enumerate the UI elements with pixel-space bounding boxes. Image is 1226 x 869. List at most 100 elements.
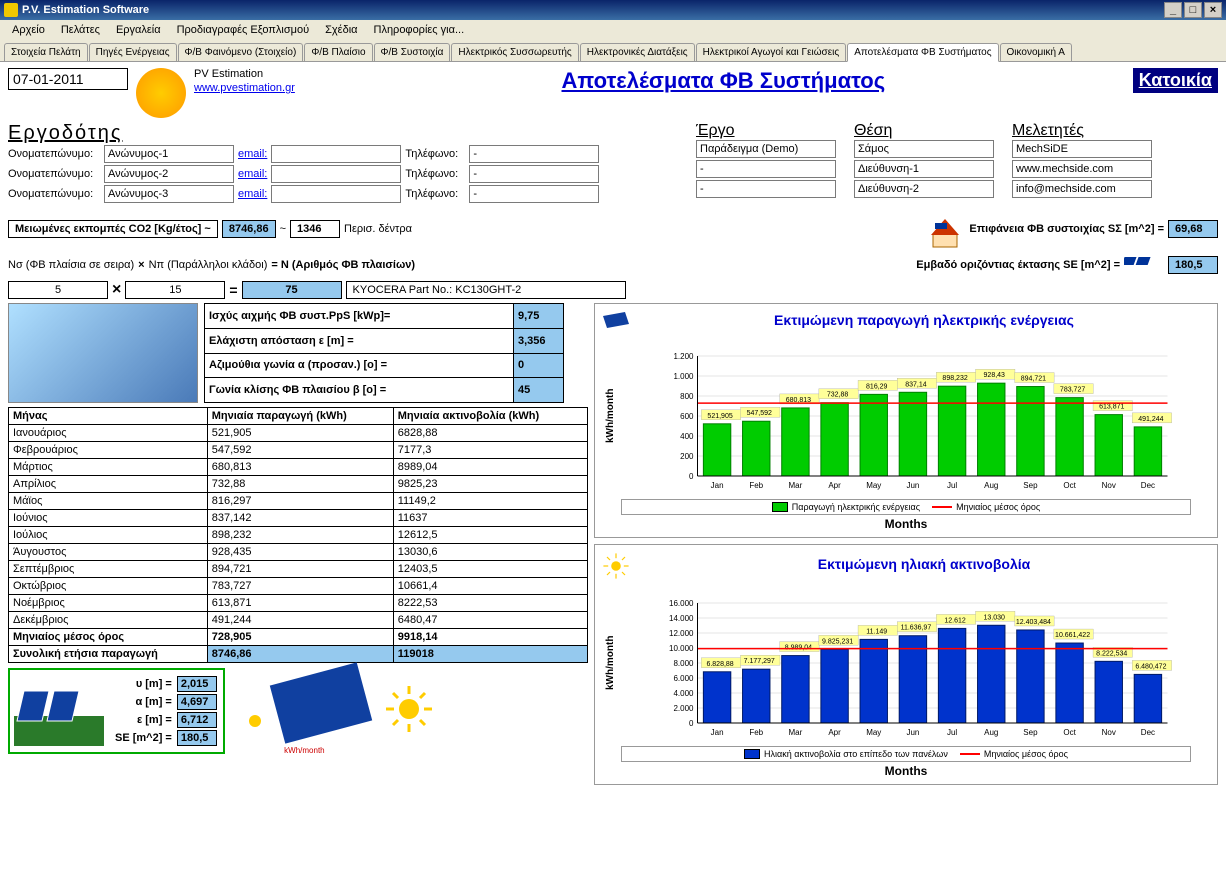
table-row: Μάρτιος680,8138989,04 xyxy=(9,459,588,476)
chart2-plot: 02.0004.0006.0008.00010.00012.00014.0001… xyxy=(620,581,1211,741)
svg-text:Nov: Nov xyxy=(1102,728,1116,737)
table-row: Ιούνιος837,14211637 xyxy=(9,510,588,527)
svg-text:Jun: Jun xyxy=(906,481,919,490)
table-row: Μάϊος816,29711149,2 xyxy=(9,493,588,510)
svg-text:Apr: Apr xyxy=(828,481,841,490)
svg-text:8.000: 8.000 xyxy=(673,659,694,668)
location-field-0[interactable] xyxy=(854,140,994,158)
titlebar: P.V. Estimation Software _ □ × xyxy=(0,0,1226,20)
chart1-ylabel: kWh/month xyxy=(601,334,620,497)
horizarea-label: Εμβαδό οριζόντιας έκτασης SE [m^2] = xyxy=(916,259,1120,271)
pv-array-icon xyxy=(14,676,104,746)
panel-chart-icon xyxy=(601,310,631,334)
svg-text:Dec: Dec xyxy=(1141,481,1155,490)
tab-8[interactable]: Αποτελέσματα ΦΒ Συστήματος xyxy=(847,43,998,62)
svg-text:1.000: 1.000 xyxy=(673,372,694,381)
menu-Αρχείο[interactable]: Αρχείο xyxy=(4,22,53,38)
email-label[interactable]: email: xyxy=(238,188,267,200)
employer-email-2[interactable] xyxy=(271,185,401,203)
minimize-button[interactable]: _ xyxy=(1164,2,1182,18)
content-panel: 07-01-2011 PV Estimation www.pvestimatio… xyxy=(0,62,1226,869)
chart1-legend: Παραγωγή ηλεκτρικής ενέργειας Μηνιαίος μ… xyxy=(621,499,1191,515)
tab-0[interactable]: Στοιχεία Πελάτη xyxy=(4,43,88,61)
co2-label: Μειωμένες εκπομπές CO2 [Kg/έτος] ~ xyxy=(8,220,218,238)
location-field-1[interactable] xyxy=(854,160,994,178)
tab-2[interactable]: Φ/Β Φαινόμενο (Στοιχείo) xyxy=(178,43,304,61)
svg-text:Sep: Sep xyxy=(1023,481,1038,490)
close-button[interactable]: × xyxy=(1204,2,1222,18)
chart2-legend: Ηλιακή ακτινοβολία στο επίπεδο των πανέλ… xyxy=(621,746,1191,762)
tab-7[interactable]: Ηλεκτρικοί Αγωγοί και Γειώσεις xyxy=(696,43,847,61)
employer-phone-2[interactable] xyxy=(469,185,599,203)
app-icon xyxy=(4,3,18,17)
brand-name: PV Estimation xyxy=(194,68,314,80)
svg-text:200: 200 xyxy=(680,452,694,461)
date-field[interactable]: 07-01-2011 xyxy=(8,68,128,90)
employer-phone-0[interactable] xyxy=(469,145,599,163)
svg-text:14.000: 14.000 xyxy=(669,614,694,623)
svg-text:613,871: 613,871 xyxy=(1099,404,1124,411)
menu-Πελάτες[interactable]: Πελάτες xyxy=(53,22,108,38)
engineer-field-0[interactable] xyxy=(1012,140,1152,158)
phone-label: Τηλέφωνο: xyxy=(405,148,465,160)
np-input[interactable]: 15 xyxy=(125,281,225,299)
sun-icon xyxy=(384,684,434,734)
menu-Πληροφορίες για...[interactable]: Πληροφορίες για... xyxy=(366,22,473,38)
chart1-xlabel: Months xyxy=(601,517,1211,531)
svg-text:7.177,297: 7.177,297 xyxy=(744,658,775,665)
svg-text:Mar: Mar xyxy=(789,481,803,490)
svg-text:Feb: Feb xyxy=(749,728,763,737)
tab-3[interactable]: Φ/Β Πλαίσιο xyxy=(304,43,372,61)
engineers-heading: Μελετητές xyxy=(1012,122,1218,140)
employer-name-0[interactable] xyxy=(104,145,234,163)
brand-url[interactable]: www.pvestimation.gr xyxy=(194,82,314,94)
tab-1[interactable]: Πηγές Ενέργειας xyxy=(89,43,177,61)
name-label: Ονοματεπώνυμο: xyxy=(8,148,100,160)
surface-value: 69,68 xyxy=(1168,220,1218,238)
svg-text:0: 0 xyxy=(689,719,694,728)
svg-text:547,592: 547,592 xyxy=(747,410,772,417)
ns-input[interactable]: 5 xyxy=(8,281,108,299)
name-label: Ονοματεπώνυμο: xyxy=(8,188,100,200)
window-title: P.V. Estimation Software xyxy=(22,4,149,16)
phone-label: Τηλέφωνο: xyxy=(405,188,465,200)
menu-Σχέδια[interactable]: Σχέδια xyxy=(317,22,365,38)
maximize-button[interactable]: □ xyxy=(1184,2,1202,18)
employer-email-1[interactable] xyxy=(271,165,401,183)
tab-5[interactable]: Ηλεκτρικός Συσσωρευτής xyxy=(451,43,578,61)
svg-text:May: May xyxy=(866,481,881,490)
svg-text:2.000: 2.000 xyxy=(673,704,694,713)
svg-text:491,244: 491,244 xyxy=(1138,416,1163,423)
employer-name-2[interactable] xyxy=(104,185,234,203)
location-heading: Θέση xyxy=(854,122,1004,140)
tab-4[interactable]: Φ/Β Συστοιχία xyxy=(374,43,451,61)
svg-text:13.030: 13.030 xyxy=(984,614,1006,621)
svg-text:894,721: 894,721 xyxy=(1021,376,1046,383)
employer-phone-1[interactable] xyxy=(469,165,599,183)
employer-name-1[interactable] xyxy=(104,165,234,183)
project-field-2[interactable] xyxy=(696,180,836,198)
email-label[interactable]: email: xyxy=(238,148,267,160)
project-field-1[interactable] xyxy=(696,160,836,178)
table-row: Άυγουστος928,43513030,6 xyxy=(9,544,588,561)
svg-text:Sep: Sep xyxy=(1023,728,1038,737)
tab-9[interactable]: Οικονομική Α xyxy=(1000,43,1072,61)
menu-Εργαλεία[interactable]: Εργαλεία xyxy=(108,22,169,38)
project-field-0[interactable] xyxy=(696,140,836,158)
table-row: Σεπτέμβριος894,72112403,5 xyxy=(9,561,588,578)
employer-email-0[interactable] xyxy=(271,145,401,163)
panels-icon xyxy=(1124,253,1164,277)
menu-Προδιαγραφές Εξοπλισμού[interactable]: Προδιαγραφές Εξοπλισμού xyxy=(169,22,317,38)
category-type: Κατοικία xyxy=(1133,68,1218,93)
engineer-field-1[interactable] xyxy=(1012,160,1152,178)
email-label[interactable]: email: xyxy=(238,168,267,180)
tab-6[interactable]: Ηλεκτρονικές Διατάξεις xyxy=(580,43,695,61)
engineer-field-2[interactable] xyxy=(1012,180,1152,198)
svg-text:12.000: 12.000 xyxy=(669,629,694,638)
svg-text:732,88: 732,88 xyxy=(827,392,849,399)
sun-chart-icon xyxy=(601,551,631,581)
svg-text:0: 0 xyxy=(689,472,694,481)
location-field-2[interactable] xyxy=(854,180,994,198)
svg-text:Jun: Jun xyxy=(906,728,919,737)
co2-value: 8746,86 xyxy=(222,220,276,238)
